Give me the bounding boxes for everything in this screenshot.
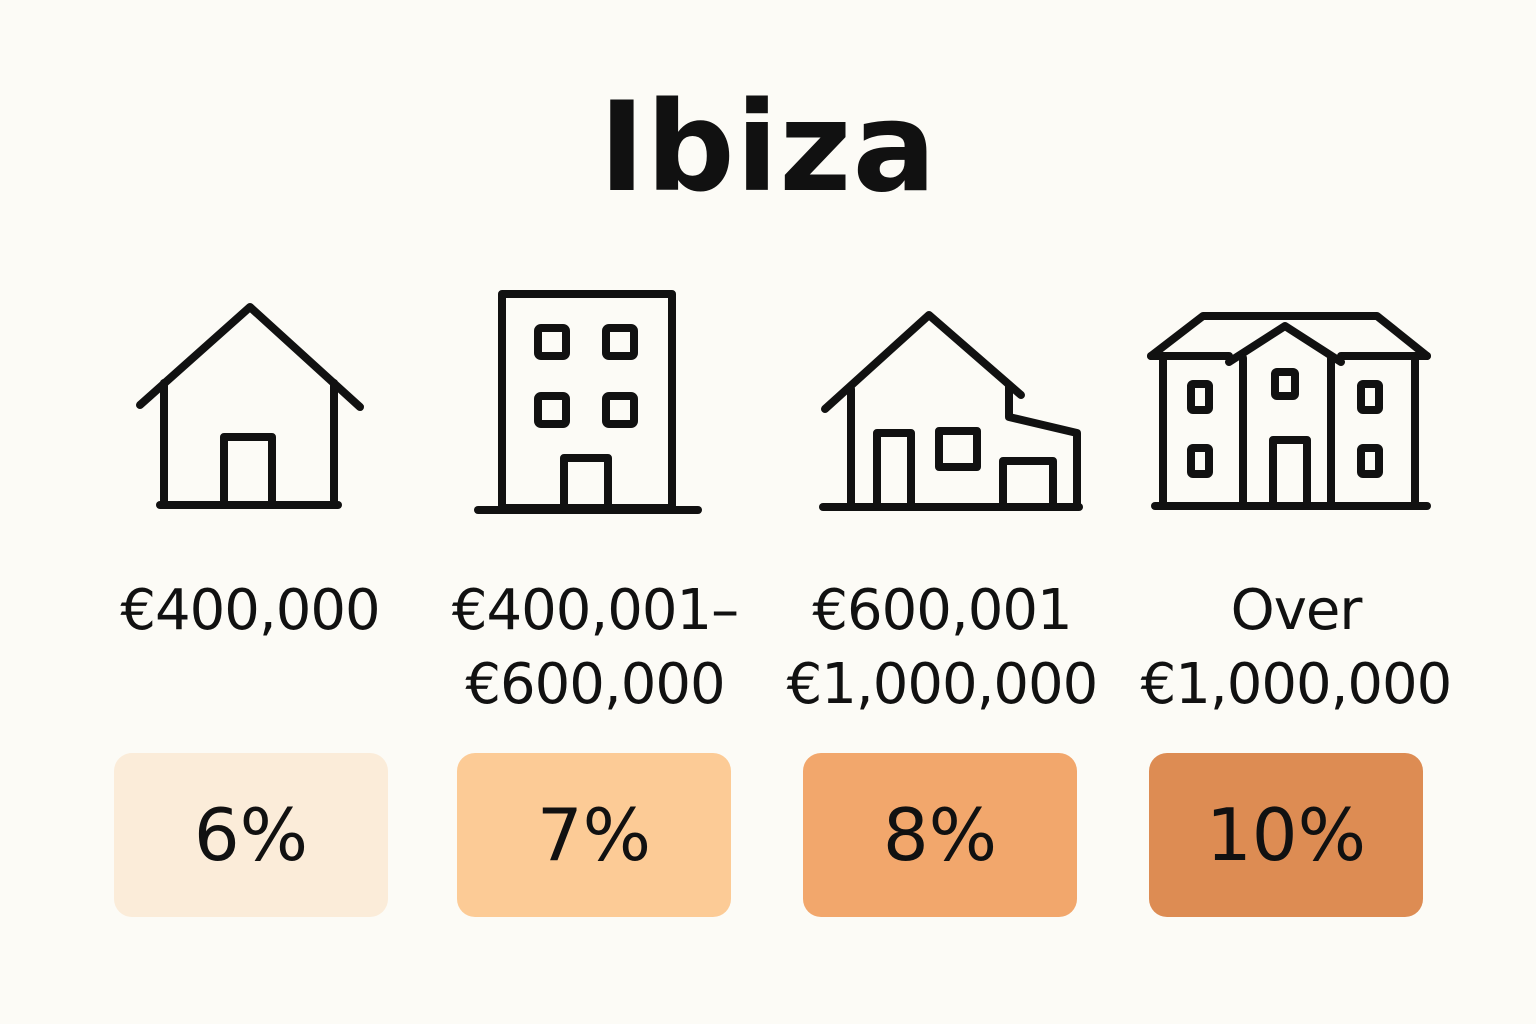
apartment-building-icon bbox=[472, 286, 707, 518]
tax-rate-badge: 8% bbox=[803, 753, 1077, 917]
price-tier-2: €400,001– €600,000 bbox=[405, 574, 785, 722]
price-line: €400,001– bbox=[451, 578, 739, 643]
price-line: Over bbox=[1230, 578, 1363, 643]
price-tier-3: €600,001 €1,000,000 bbox=[752, 574, 1132, 722]
tax-rate-badge: 10% bbox=[1149, 753, 1423, 917]
house-icon bbox=[130, 295, 370, 520]
price-line: €600,001 bbox=[812, 578, 1072, 643]
price-line: €400,000 bbox=[120, 578, 380, 643]
price-line: €1,000,000 bbox=[1140, 652, 1453, 717]
price-line: €600,000 bbox=[465, 652, 725, 717]
price-tier-4: Over €1,000,000 bbox=[1106, 574, 1486, 722]
mansion-icon bbox=[1145, 308, 1435, 518]
price-line: €1,000,000 bbox=[786, 652, 1099, 717]
villa-icon bbox=[815, 305, 1085, 520]
page-title: Ibiza bbox=[598, 76, 938, 220]
tax-rate-badge: 7% bbox=[457, 753, 731, 917]
price-tier-1: €400,000 bbox=[60, 574, 440, 648]
tax-rate-badge: 6% bbox=[114, 753, 388, 917]
